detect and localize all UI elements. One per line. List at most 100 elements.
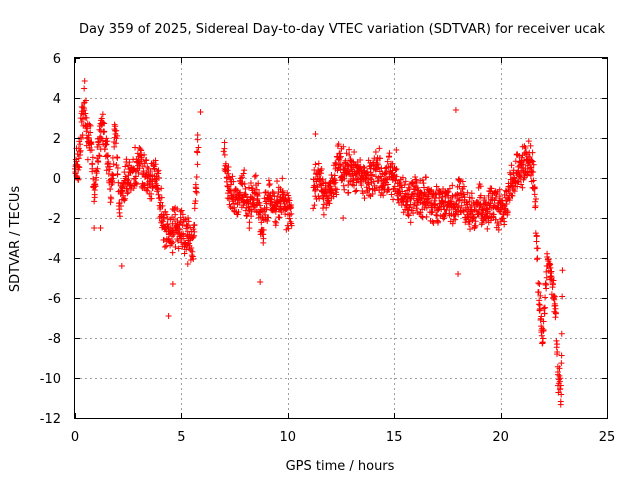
data-point [326, 180, 333, 187]
data-point [417, 209, 424, 216]
data-point [473, 207, 480, 214]
data-point [193, 189, 200, 196]
data-point [420, 180, 427, 187]
axis-ticks [75, 58, 608, 419]
data-point [113, 127, 120, 134]
data-point [466, 218, 473, 225]
data-point [246, 219, 253, 226]
data-point [319, 176, 326, 183]
data-point [107, 185, 114, 192]
data-point [109, 171, 116, 178]
data-point [263, 204, 270, 211]
data-point [385, 186, 392, 193]
data-point [361, 165, 368, 172]
data-point [459, 207, 466, 214]
data-point [320, 201, 327, 208]
data-point [519, 184, 526, 191]
data-point [483, 205, 490, 212]
data-point [550, 277, 557, 284]
data-point [191, 228, 198, 235]
data-point [417, 177, 424, 184]
data-point [245, 184, 252, 191]
data-point [114, 164, 121, 171]
data-point [557, 375, 564, 382]
data-point [415, 199, 422, 206]
data-point [95, 138, 102, 145]
data-point [230, 178, 237, 185]
data-point [97, 225, 104, 231]
data-point [529, 149, 536, 156]
y-tick-label: -12 [40, 412, 61, 427]
data-point [428, 209, 435, 216]
data-point [554, 341, 561, 348]
data-point [81, 107, 88, 114]
data-point [545, 256, 552, 263]
data-point [412, 183, 419, 190]
data-point [272, 208, 279, 215]
data-point [195, 144, 202, 151]
data-point [382, 165, 389, 172]
data-point [113, 161, 120, 168]
data-point [225, 163, 232, 170]
data-point [365, 181, 372, 188]
data-point [528, 157, 535, 164]
data-point [240, 199, 247, 206]
data-point [188, 244, 195, 251]
data-point [176, 226, 183, 233]
data-point [266, 182, 273, 189]
data-point [400, 209, 407, 216]
data-point [472, 218, 479, 225]
data-point [112, 140, 119, 147]
data-point [260, 227, 267, 234]
data-point [406, 204, 413, 211]
data-point [429, 218, 436, 225]
data-point [181, 250, 188, 257]
data-point [311, 187, 318, 194]
data-point [197, 109, 204, 115]
data-point [264, 218, 271, 225]
data-point [372, 149, 379, 156]
data-point [525, 138, 532, 145]
data-point [140, 168, 147, 175]
data-point [221, 145, 228, 152]
data-point [553, 337, 560, 344]
data-point [169, 239, 176, 246]
data-point [399, 188, 406, 195]
data-point [314, 184, 321, 191]
data-point [522, 165, 529, 172]
data-point [449, 220, 456, 227]
data-point [180, 230, 187, 237]
data-point [157, 199, 164, 206]
data-point [193, 174, 200, 181]
data-point [266, 180, 273, 187]
data-point [446, 185, 453, 192]
x-tick-label: 10 [280, 430, 297, 445]
data-point [117, 203, 124, 210]
data-point [245, 200, 252, 207]
data-point [89, 160, 96, 167]
data-point [82, 97, 89, 104]
data-point [155, 186, 162, 193]
data-point [81, 78, 88, 85]
data-point [142, 157, 149, 164]
data-point [455, 271, 462, 277]
data-point [92, 183, 99, 190]
data-point [108, 195, 115, 202]
data-point [280, 191, 287, 198]
data-point [542, 294, 549, 301]
data-point [246, 225, 253, 232]
data-point [374, 161, 381, 168]
data-point [332, 179, 339, 186]
data-point [96, 153, 103, 160]
data-point [251, 173, 258, 180]
data-point [527, 142, 534, 149]
data-point [534, 255, 541, 262]
data-point [558, 330, 565, 337]
data-point [103, 167, 110, 174]
data-point [91, 198, 98, 205]
data-point [407, 201, 414, 208]
data-point [84, 125, 91, 132]
data-point [91, 194, 98, 201]
y-tick-label: -8 [48, 332, 61, 347]
data-point [117, 213, 124, 220]
